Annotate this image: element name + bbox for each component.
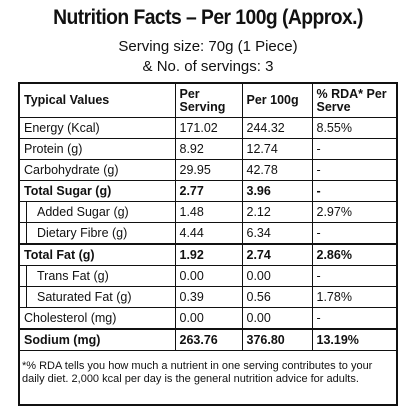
table-row: Sodium (mg) 263.76 376.80 13.19% [20, 328, 396, 351]
table-cell: 0.00 [174, 265, 243, 287]
table-cell: 29.95 [174, 159, 243, 181]
table-cell: 263.76 [174, 328, 243, 351]
column-header: Per Serving [174, 84, 243, 118]
table-row: Energy (Kcal) 171.02 244.32 8.55% [20, 117, 396, 139]
table-cell: 0.56 [241, 286, 313, 308]
table-body: Energy (Kcal) 171.02 244.32 8.55% Protein (g… [20, 117, 396, 351]
table-cell: Trans Fat (g) [20, 265, 176, 287]
column-header: % RDA* Per Serve [311, 84, 396, 118]
table-cell: 244.32 [241, 117, 313, 139]
table-cell: - [311, 265, 396, 287]
table-cell: 1.78% [311, 286, 396, 308]
table-cell: 42.78 [241, 159, 313, 181]
table-row: Total Fat (g) 1.92 2.74 2.86% [20, 243, 396, 266]
table-cell: 0.39 [174, 286, 243, 308]
table-cell: 376.80 [241, 328, 313, 351]
table-row: Total Sugar (g) 2.77 3.96- [20, 180, 396, 202]
header-row: Typical Values Per Serving Per 100g % RD… [20, 84, 396, 118]
table-row: Trans Fat (g) 0.00 0.00- [20, 265, 396, 287]
table-row: Protein (g) 8.92 12.74- [20, 138, 396, 160]
column-header: Per 100g [241, 84, 313, 118]
table-cell: Total Sugar (g) [20, 180, 176, 202]
table-row: Cholesterol (mg) 0.00 0.00- [20, 307, 396, 330]
servings: & No. of servings: 3 [142, 58, 274, 75]
table-cell: 4.44 [174, 222, 243, 245]
table-cell: 0.00 [174, 307, 243, 330]
cell-text: Dietary Fibre (g) [26, 223, 171, 243]
table-cell: 8.55% [311, 117, 396, 139]
table-cell: 0.00 [241, 265, 313, 287]
table-cell: Cholesterol (mg) [20, 307, 176, 330]
table-cell: 8.92 [174, 138, 243, 160]
title: Nutrition Facts – Per 100g (Approx.) [53, 6, 363, 29]
table-cell: 13.19% [311, 328, 396, 351]
table-cell: - [311, 222, 396, 245]
table-cell: 1.92 [174, 243, 243, 266]
table-cell: 0.00 [241, 307, 313, 330]
cell-text: Saturated Fat (g) [26, 287, 171, 307]
column-header: Typical Values [20, 84, 176, 118]
table-row: Added Sugar (g) 1.48 2.12 2.97% [20, 201, 396, 223]
table-cell: 2.12 [241, 201, 313, 223]
table-cell: Saturated Fat (g) [20, 286, 176, 308]
table-cell: Protein (g) [20, 138, 176, 160]
table-cell: - [311, 138, 396, 160]
table-row: Carbohydrate (g) 29.95 42.78- [20, 159, 396, 181]
cell-text: Trans Fat (g) [26, 266, 171, 286]
table-row: Saturated Fat (g) 0.39 0.56 1.78% [20, 286, 396, 308]
table-cell: 6.34 [241, 222, 313, 245]
table-cell: - [311, 307, 396, 330]
serving-size: Serving size: 70g (1 Piece) [118, 38, 298, 55]
table-cell: 2.74 [241, 243, 313, 266]
table-cell: 171.02 [174, 117, 243, 139]
table-cell: 2.86% [311, 243, 396, 266]
table-row: Dietary Fibre (g) 4.44 6.34- [20, 222, 396, 245]
nutrition-table: Typical Values Per Serving Per 100g % RD… [20, 84, 396, 351]
table-cell: Carbohydrate (g) [20, 159, 176, 181]
table-cell: - [311, 159, 396, 181]
nutrition-table-box: Typical Values Per Serving Per 100g % RD… [18, 82, 398, 406]
cell-text: Added Sugar (g) [26, 202, 171, 222]
table-cell: Added Sugar (g) [20, 201, 176, 223]
table-cell: 2.97% [311, 201, 396, 223]
table-cell: Dietary Fibre (g) [20, 222, 176, 245]
table-cell: Total Fat (g) [20, 243, 176, 266]
footnote: *% RDA tells you how much a nutrient in … [22, 360, 373, 385]
table-cell: 1.48 [174, 201, 243, 223]
table-cell: 2.77 [174, 180, 243, 202]
table-cell: Energy (Kcal) [20, 117, 176, 139]
table-cell: - [311, 180, 396, 202]
table-cell: 3.96 [241, 180, 313, 202]
table-cell: Sodium (mg) [20, 328, 176, 351]
table-cell: 12.74 [241, 138, 313, 160]
